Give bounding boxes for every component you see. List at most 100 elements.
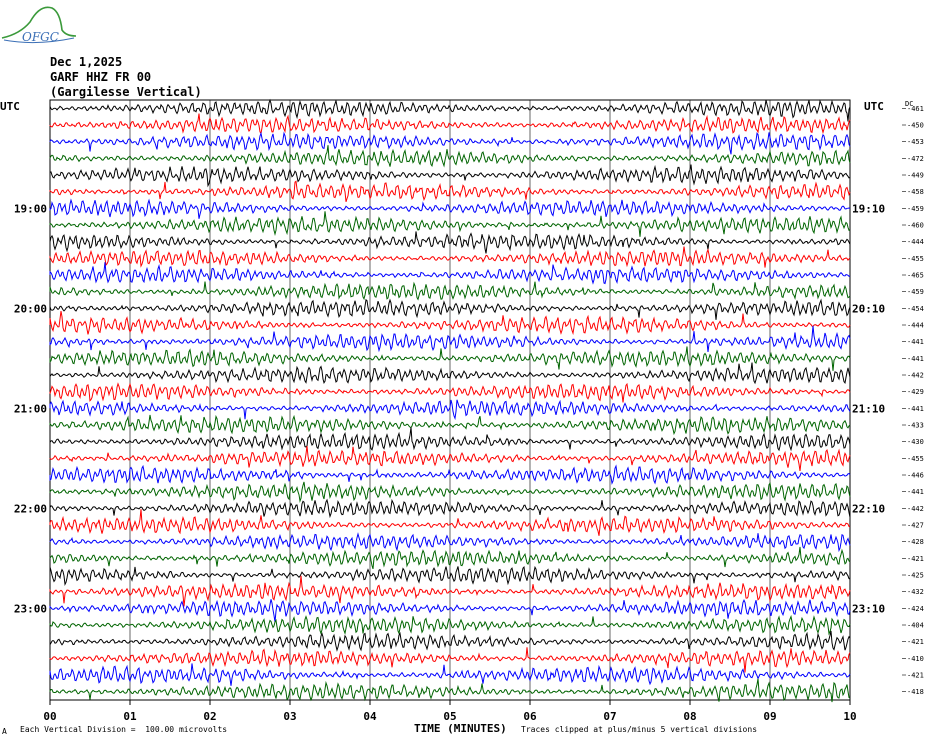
right-hour-label: 19:10 xyxy=(852,202,885,215)
logo-text: OFGC xyxy=(22,30,59,44)
dc-offset-label: -465 xyxy=(907,272,924,280)
trace-line xyxy=(49,145,851,168)
trace-line xyxy=(49,325,851,353)
dc-offset-label: -404 xyxy=(907,622,924,630)
left-axis-title: UTC xyxy=(0,100,20,113)
x-tick-label: 00 xyxy=(43,710,56,723)
dc-offset-label: -455 xyxy=(907,255,924,263)
logo-mountain-icon xyxy=(1,6,77,39)
station-location: (Gargilesse Vertical) xyxy=(50,85,202,99)
dc-offset-label: -441 xyxy=(907,338,924,346)
trace-line xyxy=(49,663,851,686)
x-tick-label: 06 xyxy=(523,710,537,723)
dc-offset-label: -441 xyxy=(907,405,924,413)
trace-line xyxy=(49,131,851,155)
dc-offset-label: -458 xyxy=(907,188,924,196)
trace-line xyxy=(49,262,851,285)
left-hour-label: 20:00 xyxy=(14,302,47,315)
trace-line xyxy=(49,532,851,553)
trace-line xyxy=(49,211,851,237)
scale-note: Each Vertical Division = 100.00 microvol… xyxy=(20,725,228,734)
trace-line xyxy=(49,546,851,570)
right-hour-label: 23:10 xyxy=(852,602,885,615)
right-hour-label: 21:10 xyxy=(852,402,885,415)
trace-line xyxy=(49,98,851,122)
dc-offset-label: -424 xyxy=(907,605,924,613)
dc-offset-label: -430 xyxy=(907,438,924,446)
trace-line xyxy=(49,464,851,485)
trace-line xyxy=(49,445,851,471)
dc-offset-label: -425 xyxy=(907,572,924,580)
dc-offset-label: -418 xyxy=(907,688,924,696)
trace-line xyxy=(49,113,851,135)
footer-marker: A xyxy=(2,727,7,736)
dc-offset-label: -455 xyxy=(907,455,924,463)
trace-line xyxy=(49,565,851,587)
trace-line xyxy=(49,498,851,519)
x-tick-label: 05 xyxy=(443,710,456,723)
station-code: GARF HHZ FR 00 xyxy=(50,70,152,84)
x-tick-label: 07 xyxy=(603,710,616,723)
trace-line xyxy=(49,399,851,421)
dc-offset-label: -442 xyxy=(907,505,924,513)
left-hour-label: 19:00 xyxy=(14,202,47,215)
x-tick-label: 10 xyxy=(843,710,856,723)
dc-offset-label: -453 xyxy=(907,138,924,146)
dc-offset-label: -449 xyxy=(907,172,924,180)
left-hour-label: 23:00 xyxy=(14,602,47,615)
dc-offset-label: -461 xyxy=(907,105,924,113)
dc-offset-label: -444 xyxy=(907,238,924,246)
right-hour-label: 20:10 xyxy=(852,302,885,315)
trace-line xyxy=(49,598,851,622)
dc-offset-label: -429 xyxy=(907,388,924,396)
dc-offset-label: -441 xyxy=(907,355,924,363)
trace-line xyxy=(49,382,851,403)
dc-offset-label: -421 xyxy=(907,672,924,680)
x-tick-label: 03 xyxy=(283,710,296,723)
dc-offset-label: -459 xyxy=(907,288,924,296)
trace-line xyxy=(49,164,851,188)
dc-offset-label: -450 xyxy=(907,122,924,130)
trace-line xyxy=(49,678,851,703)
trace-line xyxy=(49,362,851,385)
dc-offset-label: -459 xyxy=(907,205,924,213)
dc-offset-label: -421 xyxy=(907,555,924,563)
dc-offset-label: -454 xyxy=(907,305,924,313)
x-tick-label: 08 xyxy=(683,710,696,723)
left-hour-label: 22:00 xyxy=(14,502,47,515)
dc-offset-label: -428 xyxy=(907,538,924,546)
x-tick-label: 04 xyxy=(363,710,377,723)
chart-date: Dec 1,2025 xyxy=(50,55,123,69)
trace-line xyxy=(49,509,851,536)
trace-line xyxy=(49,180,851,202)
trace-line xyxy=(49,647,851,673)
x-tick-label: 01 xyxy=(123,710,137,723)
trace-line xyxy=(49,311,851,336)
dc-offset-label: -432 xyxy=(907,588,924,596)
dc-offset-label: -441 xyxy=(907,488,924,496)
trace-line xyxy=(49,414,851,436)
ofgc-logo: OFGC xyxy=(1,6,77,44)
right-hour-label: 22:10 xyxy=(852,502,885,515)
dc-offset-label: -444 xyxy=(907,322,924,330)
dc-offset-label: -433 xyxy=(907,422,924,430)
x-tick-label: 09 xyxy=(763,710,776,723)
trace-line xyxy=(49,427,851,452)
left-hour-label: 21:00 xyxy=(14,402,47,415)
trace-line xyxy=(49,281,851,301)
dc-offset-label: -410 xyxy=(907,655,924,663)
dc-offset-label: -472 xyxy=(907,155,924,163)
dc-offset-label: -446 xyxy=(907,472,924,480)
x-tick-label: 02 xyxy=(203,710,216,723)
trace-line xyxy=(49,298,851,320)
trace-line xyxy=(49,346,851,371)
logo-swoosh-icon xyxy=(3,37,75,44)
dc-label: DC xyxy=(905,100,913,108)
dc-offset-label: -427 xyxy=(907,522,924,530)
clip-note: Traces clipped at plus/minus 5 vertical … xyxy=(521,725,758,734)
x-axis-title: TIME (MINUTES) xyxy=(414,722,507,735)
trace-line xyxy=(49,231,851,254)
dc-offset-label: -460 xyxy=(907,222,924,230)
dc-offset-label: -442 xyxy=(907,372,924,380)
